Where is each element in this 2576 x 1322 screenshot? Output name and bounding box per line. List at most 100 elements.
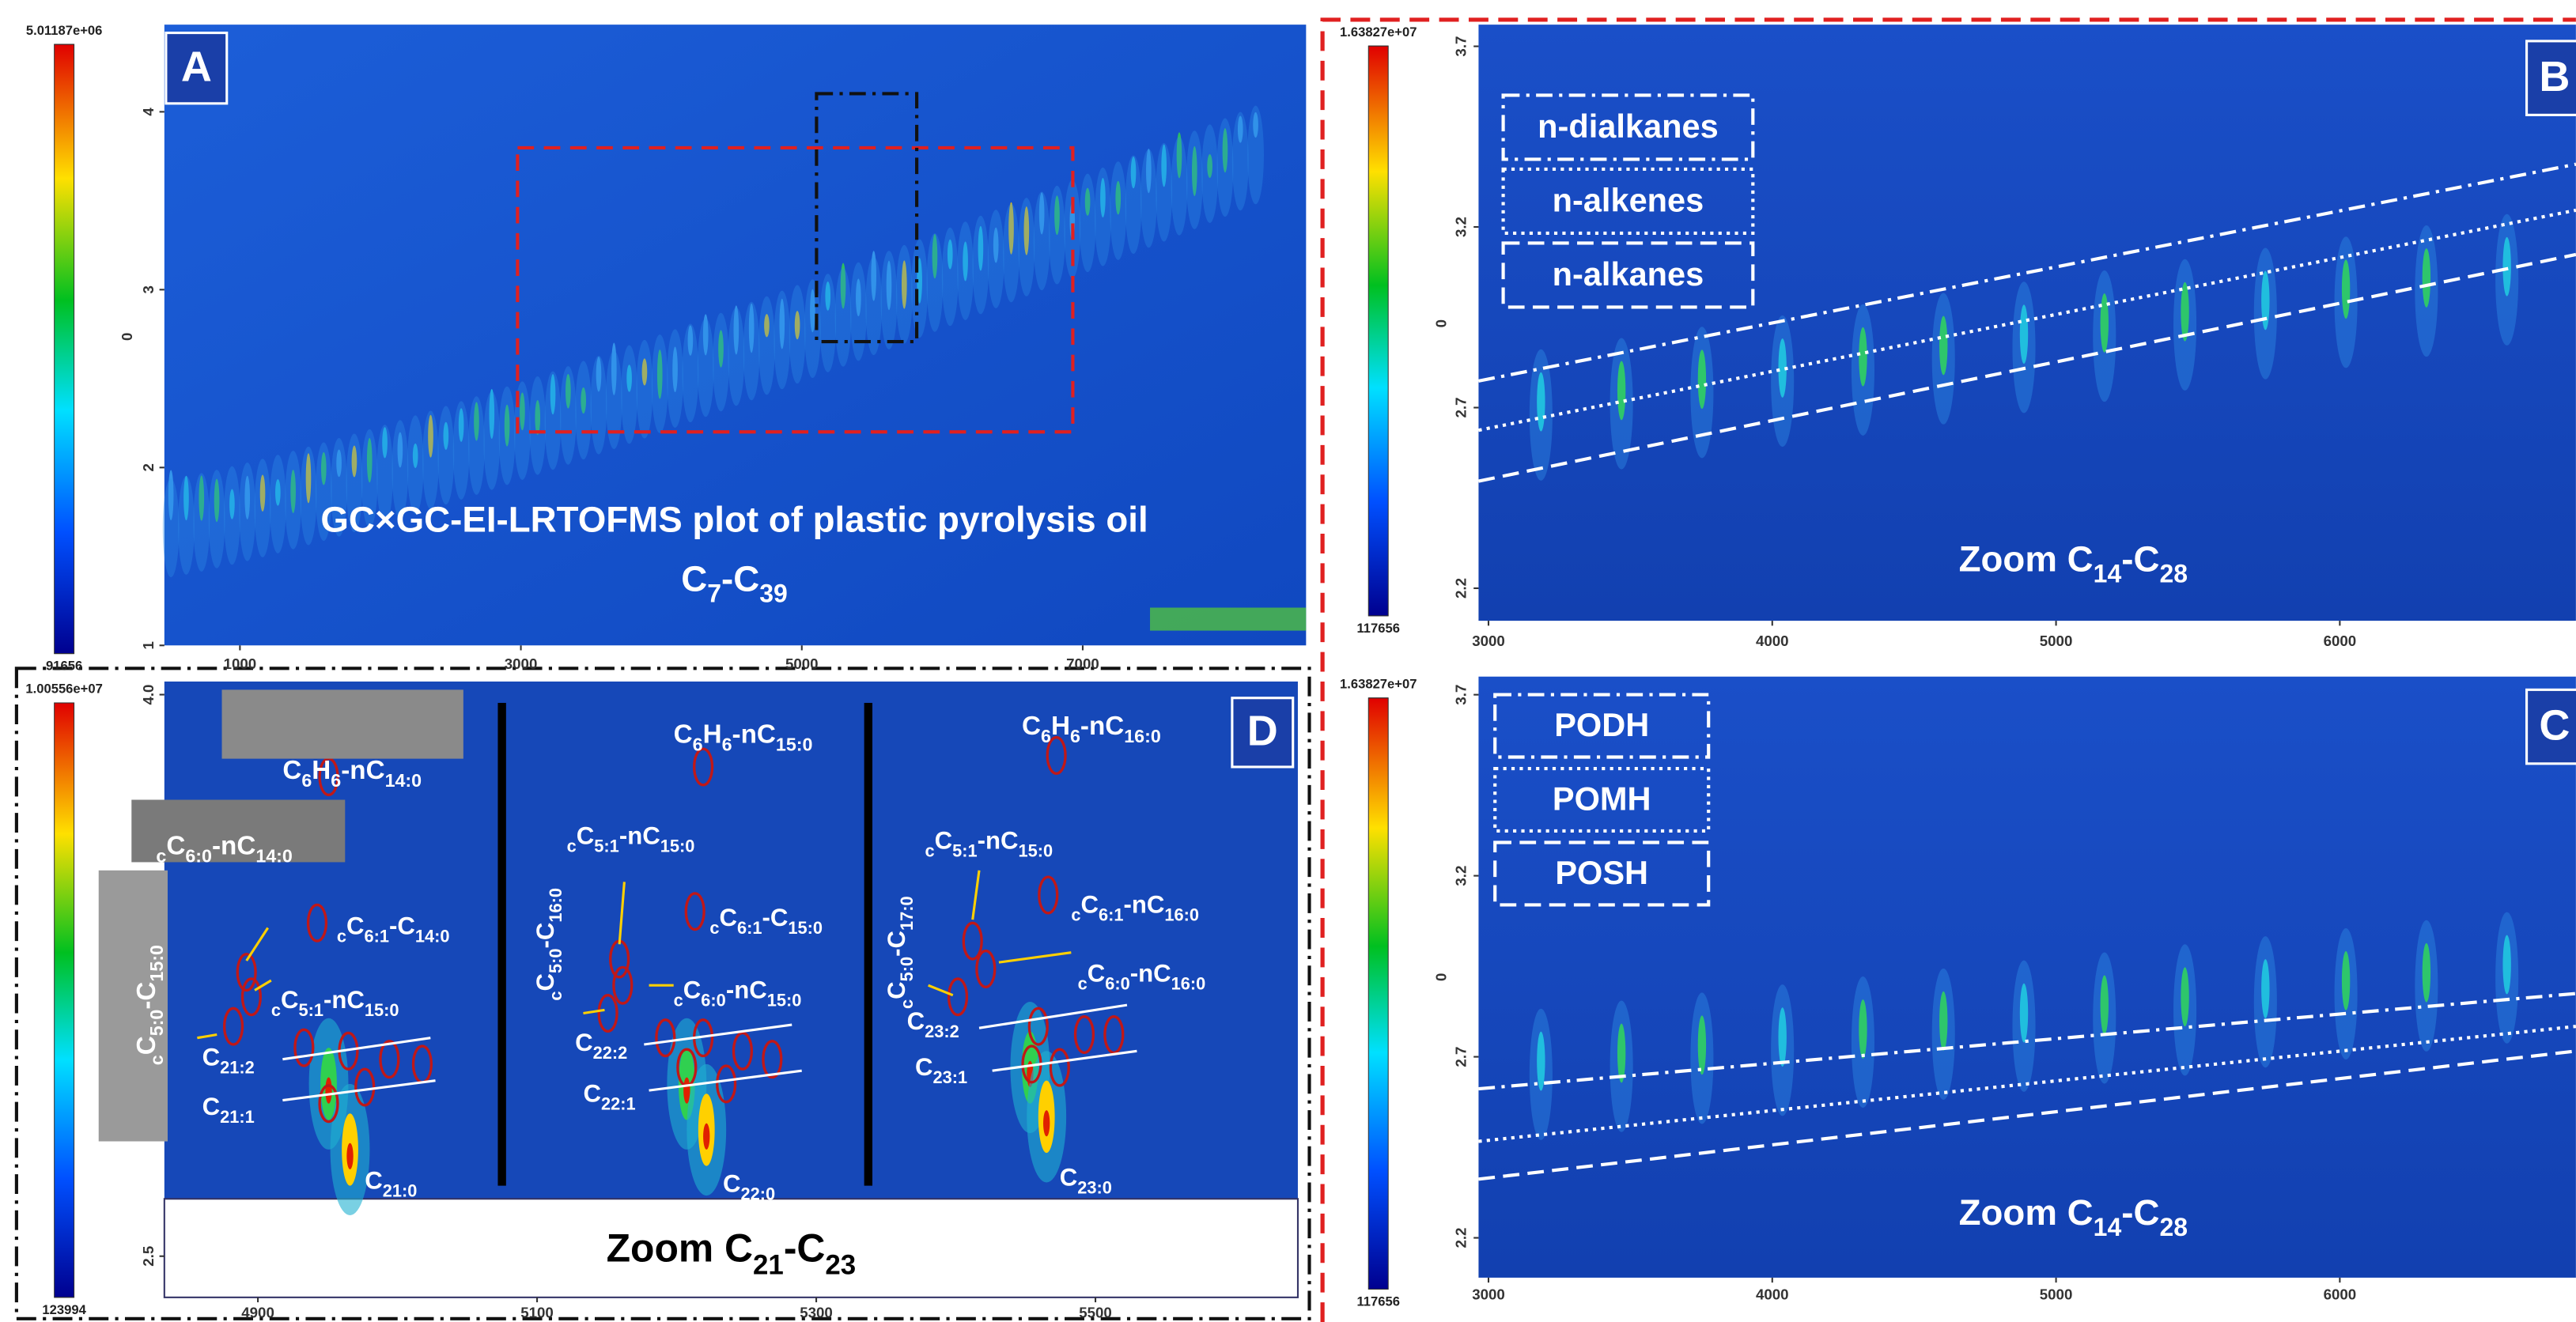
signal xyxy=(520,392,525,431)
frame-black xyxy=(14,667,1311,1320)
annotation-subscript: 22:0 xyxy=(741,1184,776,1204)
panel-label: A xyxy=(181,43,212,91)
signal xyxy=(840,263,846,309)
peak-ring xyxy=(1038,875,1059,915)
peak-ring xyxy=(612,965,634,1005)
annotation: cC5:0-C17:0 xyxy=(883,896,917,1009)
signal xyxy=(1054,195,1060,236)
signal xyxy=(641,358,648,386)
annotation-text: C xyxy=(1088,960,1106,988)
annotation-text: C xyxy=(282,756,301,785)
annotation-subscript: 6 xyxy=(1070,726,1080,746)
annotation-subscript: 6:0 xyxy=(185,846,212,867)
signal xyxy=(1084,187,1091,216)
annotation-subscript: 15:0 xyxy=(365,1000,399,1020)
guide-line xyxy=(282,1079,436,1102)
annotation: Zoom C14-C28 xyxy=(1959,538,2188,587)
signal-halo xyxy=(1125,155,1142,255)
signal xyxy=(626,364,632,392)
guide-line xyxy=(992,1049,1137,1072)
signal xyxy=(856,278,861,317)
signal-halo xyxy=(667,329,683,428)
guide-line xyxy=(282,1037,431,1061)
signal-halo xyxy=(1033,191,1050,291)
signal xyxy=(810,289,815,333)
annotation-subscript: 15:0 xyxy=(1019,841,1053,861)
panel-label-box xyxy=(1231,697,1295,769)
annotation-subscript: 14:0 xyxy=(385,770,422,791)
zoom-box xyxy=(815,92,919,344)
colorbar-label: 1.00556e+07 xyxy=(25,682,102,697)
annotation-subscript: c xyxy=(898,999,917,1009)
pointer-arrow xyxy=(254,979,272,992)
signal-layer xyxy=(162,105,2576,1215)
signal-halo xyxy=(1201,124,1219,223)
signal-halo xyxy=(452,401,470,500)
signal xyxy=(886,260,892,311)
structure-box xyxy=(131,799,346,863)
annotation-subscript: 7 xyxy=(707,580,721,608)
signal xyxy=(2181,967,2189,1027)
signal-halo xyxy=(590,355,607,455)
signal-halo xyxy=(713,312,729,412)
pointer-arrow xyxy=(245,927,269,961)
trend-line xyxy=(1478,208,2576,432)
annotation-subscript: 15:0 xyxy=(767,991,802,1010)
annotation-subscript: c xyxy=(271,1000,281,1020)
signal-halo xyxy=(1216,118,1234,217)
annotation: C7-C39 xyxy=(681,558,788,607)
annotation: C23:0 xyxy=(1060,1164,1112,1198)
annotation-text: -nC xyxy=(726,976,767,1004)
colorbar-label: 123994 xyxy=(42,1302,86,1317)
annotation: C23:2 xyxy=(907,1007,959,1041)
peak-ring xyxy=(975,949,997,988)
y-tick-label: 2 xyxy=(140,463,157,471)
signal xyxy=(489,389,495,439)
signal-halo xyxy=(254,459,271,557)
pointer-arrow xyxy=(583,1008,605,1015)
peak-ring xyxy=(684,892,705,931)
guide-line xyxy=(649,1069,802,1092)
x-tick-label: 5000 xyxy=(785,655,819,672)
signal-halo xyxy=(224,466,240,565)
annotation-text: -C xyxy=(784,1226,826,1271)
legend-box xyxy=(1501,167,1755,236)
signal-halo xyxy=(575,361,592,460)
signal-halo xyxy=(621,345,638,444)
x-tick-label: 1000 xyxy=(224,655,257,672)
annotation-subscript: 5:1 xyxy=(952,841,978,861)
signal-core xyxy=(1043,1110,1050,1137)
peak-ring xyxy=(1027,1007,1049,1046)
legend-box xyxy=(1501,241,1755,309)
signal xyxy=(199,475,205,521)
signal xyxy=(474,402,479,441)
signal xyxy=(1778,1007,1787,1067)
signal xyxy=(412,443,418,468)
signal xyxy=(2261,959,2270,1018)
annotation-subscript: 21:2 xyxy=(220,1058,255,1078)
annotation: cC6:1-C15:0 xyxy=(709,904,823,938)
panel-label: B xyxy=(2539,53,2570,100)
legend-box xyxy=(1493,840,1711,907)
signal xyxy=(566,373,571,409)
trend-line xyxy=(1478,992,2576,1091)
annotation-subscript: c xyxy=(925,841,934,861)
signal xyxy=(2422,942,2431,1003)
annotation: C6H6-nC16:0 xyxy=(1022,712,1161,746)
peak-ring xyxy=(236,953,257,992)
signal xyxy=(1939,315,1948,376)
trend-line xyxy=(1478,1025,2576,1143)
zoom-box xyxy=(516,145,1075,434)
annotation-subscript: 14 xyxy=(2094,1213,2122,1241)
signal xyxy=(351,445,357,478)
annotation-subscript: 23:1 xyxy=(933,1067,968,1087)
annotation-subscript: c xyxy=(156,846,166,867)
annotation-text: -nC xyxy=(323,986,365,1014)
frames xyxy=(14,17,2576,1322)
signal-halo xyxy=(193,473,210,572)
signal-halo xyxy=(1231,111,1249,211)
annotation-subscript: 21 xyxy=(753,1249,784,1280)
annotation-text: C xyxy=(531,973,559,991)
annotation-subscript: c xyxy=(1071,905,1080,925)
signal-halo xyxy=(422,410,439,510)
